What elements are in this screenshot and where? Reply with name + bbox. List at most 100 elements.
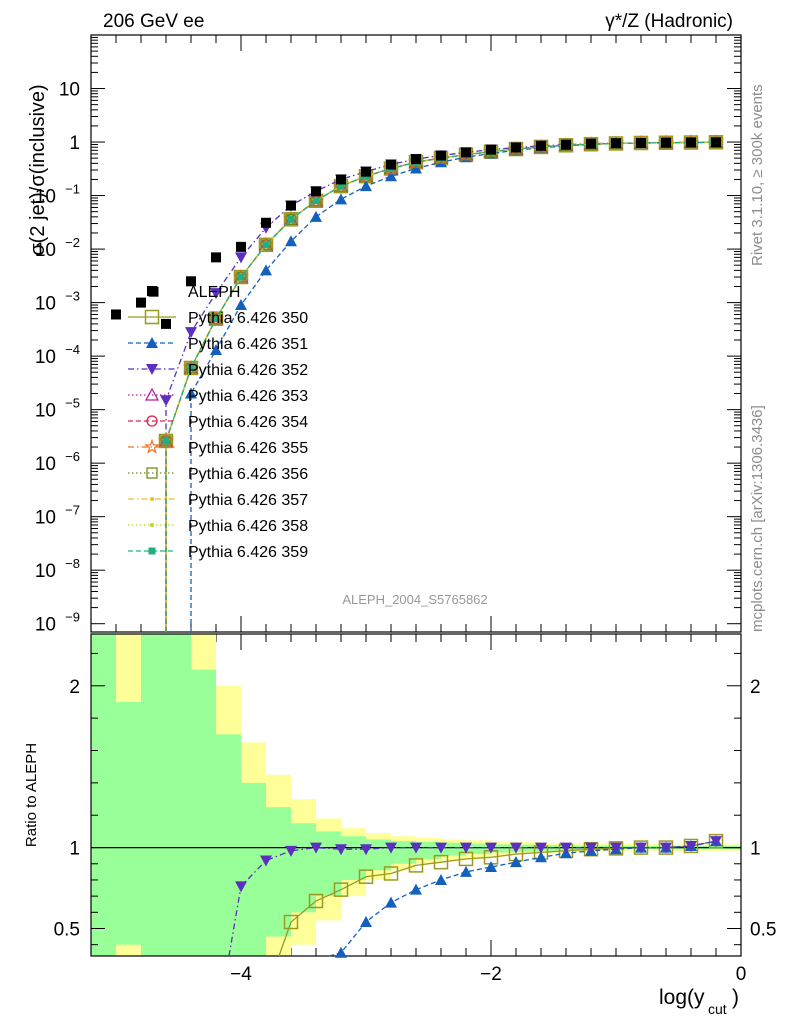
data-point bbox=[287, 215, 295, 223]
data-point bbox=[536, 140, 546, 151]
data-point bbox=[185, 387, 197, 399]
legend-marker bbox=[146, 337, 158, 348]
data-point bbox=[186, 276, 196, 287]
data-point bbox=[310, 210, 322, 222]
y-tick-label: 10 bbox=[35, 294, 56, 315]
analysis-label: ALEPH_2004_S5765862 bbox=[342, 592, 487, 607]
ratio-data-point bbox=[660, 842, 672, 854]
ratio-series-line bbox=[228, 840, 717, 957]
ratio-data-point bbox=[408, 858, 424, 873]
data-point bbox=[686, 137, 696, 148]
data-point bbox=[386, 159, 396, 170]
ratio-data-point bbox=[360, 916, 372, 928]
data-point bbox=[236, 241, 246, 252]
ratio-data-point bbox=[333, 882, 349, 897]
stat-uncertainty-band bbox=[216, 734, 241, 956]
data-point bbox=[286, 200, 296, 211]
data-point bbox=[212, 315, 220, 323]
data-point bbox=[336, 174, 346, 185]
data-point bbox=[360, 180, 372, 192]
header-right: γ*/Z (Hadronic) bbox=[605, 11, 733, 32]
stat-uncertainty-band bbox=[91, 634, 116, 956]
ratio-data-point bbox=[460, 865, 472, 877]
ratio-data-point bbox=[510, 856, 522, 868]
ratio-data-point bbox=[335, 946, 347, 958]
ratio-data-point bbox=[610, 842, 622, 854]
stat-uncertainty-band bbox=[141, 634, 166, 956]
ratio-data-point bbox=[260, 855, 272, 867]
data-point bbox=[436, 150, 446, 161]
data-point bbox=[337, 182, 345, 190]
svg-text:cut: cut bbox=[708, 1001, 727, 1017]
ratio-data-point bbox=[310, 842, 322, 854]
stat-uncertainty-band bbox=[241, 782, 266, 956]
ratio-data-point bbox=[485, 861, 497, 873]
x-axis-title: log(y cut ) bbox=[659, 986, 739, 1017]
ratio-y-tick-label: 2 bbox=[69, 677, 80, 698]
legend-marker bbox=[144, 309, 160, 325]
data-point bbox=[311, 186, 321, 197]
ratio-frame bbox=[90, 633, 742, 957]
header-left: 206 GeV ee bbox=[103, 11, 204, 32]
main-y-axis-title: σ(2 jet)/σ(inclusive) bbox=[27, 84, 49, 255]
ratio-panel: −4 −2 0 0.5 0.5 1 1 2 2 bbox=[54, 633, 776, 985]
stat-uncertainty-band bbox=[391, 841, 416, 864]
data-point bbox=[261, 217, 271, 228]
data-point bbox=[235, 271, 247, 283]
data-point bbox=[312, 197, 320, 205]
data-point bbox=[335, 193, 347, 205]
y-tick-label: 10 bbox=[35, 347, 56, 368]
legend-label: Pythia 6.426 355 bbox=[188, 440, 308, 457]
legend-label: Pythia 6.426 353 bbox=[188, 388, 308, 405]
ratio-data-point bbox=[285, 845, 297, 857]
y-tick-label-exponent: −6 bbox=[65, 449, 80, 464]
ratio-data-point bbox=[460, 842, 472, 854]
main-panel: 10 −9 10 −8 10 −7 10 −6 10 −5 10 −4 10 −3 10 −2 10 −1 1 10 bbox=[35, 34, 742, 956]
y-tick-label-exponent: −4 bbox=[65, 342, 80, 357]
ratio-data-point bbox=[335, 844, 347, 856]
mcplots-reference-label: mcplots.cern.ch [arXiv:1306.3436] bbox=[749, 405, 766, 632]
data-point bbox=[210, 344, 222, 356]
y-tick-label: 10 bbox=[59, 80, 80, 101]
legend-marker bbox=[150, 523, 154, 527]
data-point bbox=[262, 241, 270, 249]
ratio-data-point bbox=[283, 914, 299, 930]
data-point bbox=[162, 437, 170, 445]
ratio-series-line bbox=[328, 840, 717, 957]
data-point bbox=[586, 138, 596, 149]
y-tick-label-exponent: −3 bbox=[65, 289, 80, 304]
stat-uncertainty-band bbox=[341, 836, 366, 880]
legend-marker bbox=[146, 415, 158, 427]
y-tick-label: 1 bbox=[69, 133, 80, 154]
stat-uncertainty-band bbox=[191, 669, 216, 956]
legend-label: Pythia 6.426 352 bbox=[188, 362, 308, 379]
data-point bbox=[361, 166, 371, 177]
ratio-data-point bbox=[435, 873, 447, 885]
ratio-data-point bbox=[710, 836, 722, 848]
legend-label: Pythia 6.426 356 bbox=[188, 466, 308, 483]
ratio-y-axis-title: Ratio to ALEPH bbox=[23, 743, 40, 847]
data-point bbox=[511, 142, 521, 153]
rivet-version-label: Rivet 3.1.10, ≥ 300k events bbox=[749, 84, 766, 266]
ratio-data-point bbox=[385, 842, 397, 854]
ratio-y-tick-label: 0.5 bbox=[54, 919, 80, 940]
data-point bbox=[235, 299, 247, 311]
ratio-y-tick-label-right: 2 bbox=[750, 677, 761, 698]
ratio-data-point bbox=[485, 842, 497, 854]
data-point bbox=[561, 139, 571, 150]
data-point bbox=[237, 273, 245, 281]
data-point bbox=[385, 170, 397, 182]
y-tick-label: 10 bbox=[35, 561, 56, 582]
x-tick-label: −2 bbox=[480, 964, 502, 985]
data-point bbox=[410, 162, 422, 174]
stat-uncertainty-band bbox=[116, 701, 141, 945]
legend-label: ALEPH bbox=[188, 284, 240, 301]
data-point bbox=[461, 147, 471, 158]
ratio-data-point bbox=[685, 840, 697, 852]
y-tick-label: 10 bbox=[35, 615, 56, 636]
ratio-data-point bbox=[585, 842, 597, 854]
data-point bbox=[285, 213, 297, 225]
stat-uncertainty-band bbox=[491, 844, 516, 853]
y-tick-label-exponent: −9 bbox=[65, 610, 80, 625]
legend-marker bbox=[144, 387, 160, 401]
